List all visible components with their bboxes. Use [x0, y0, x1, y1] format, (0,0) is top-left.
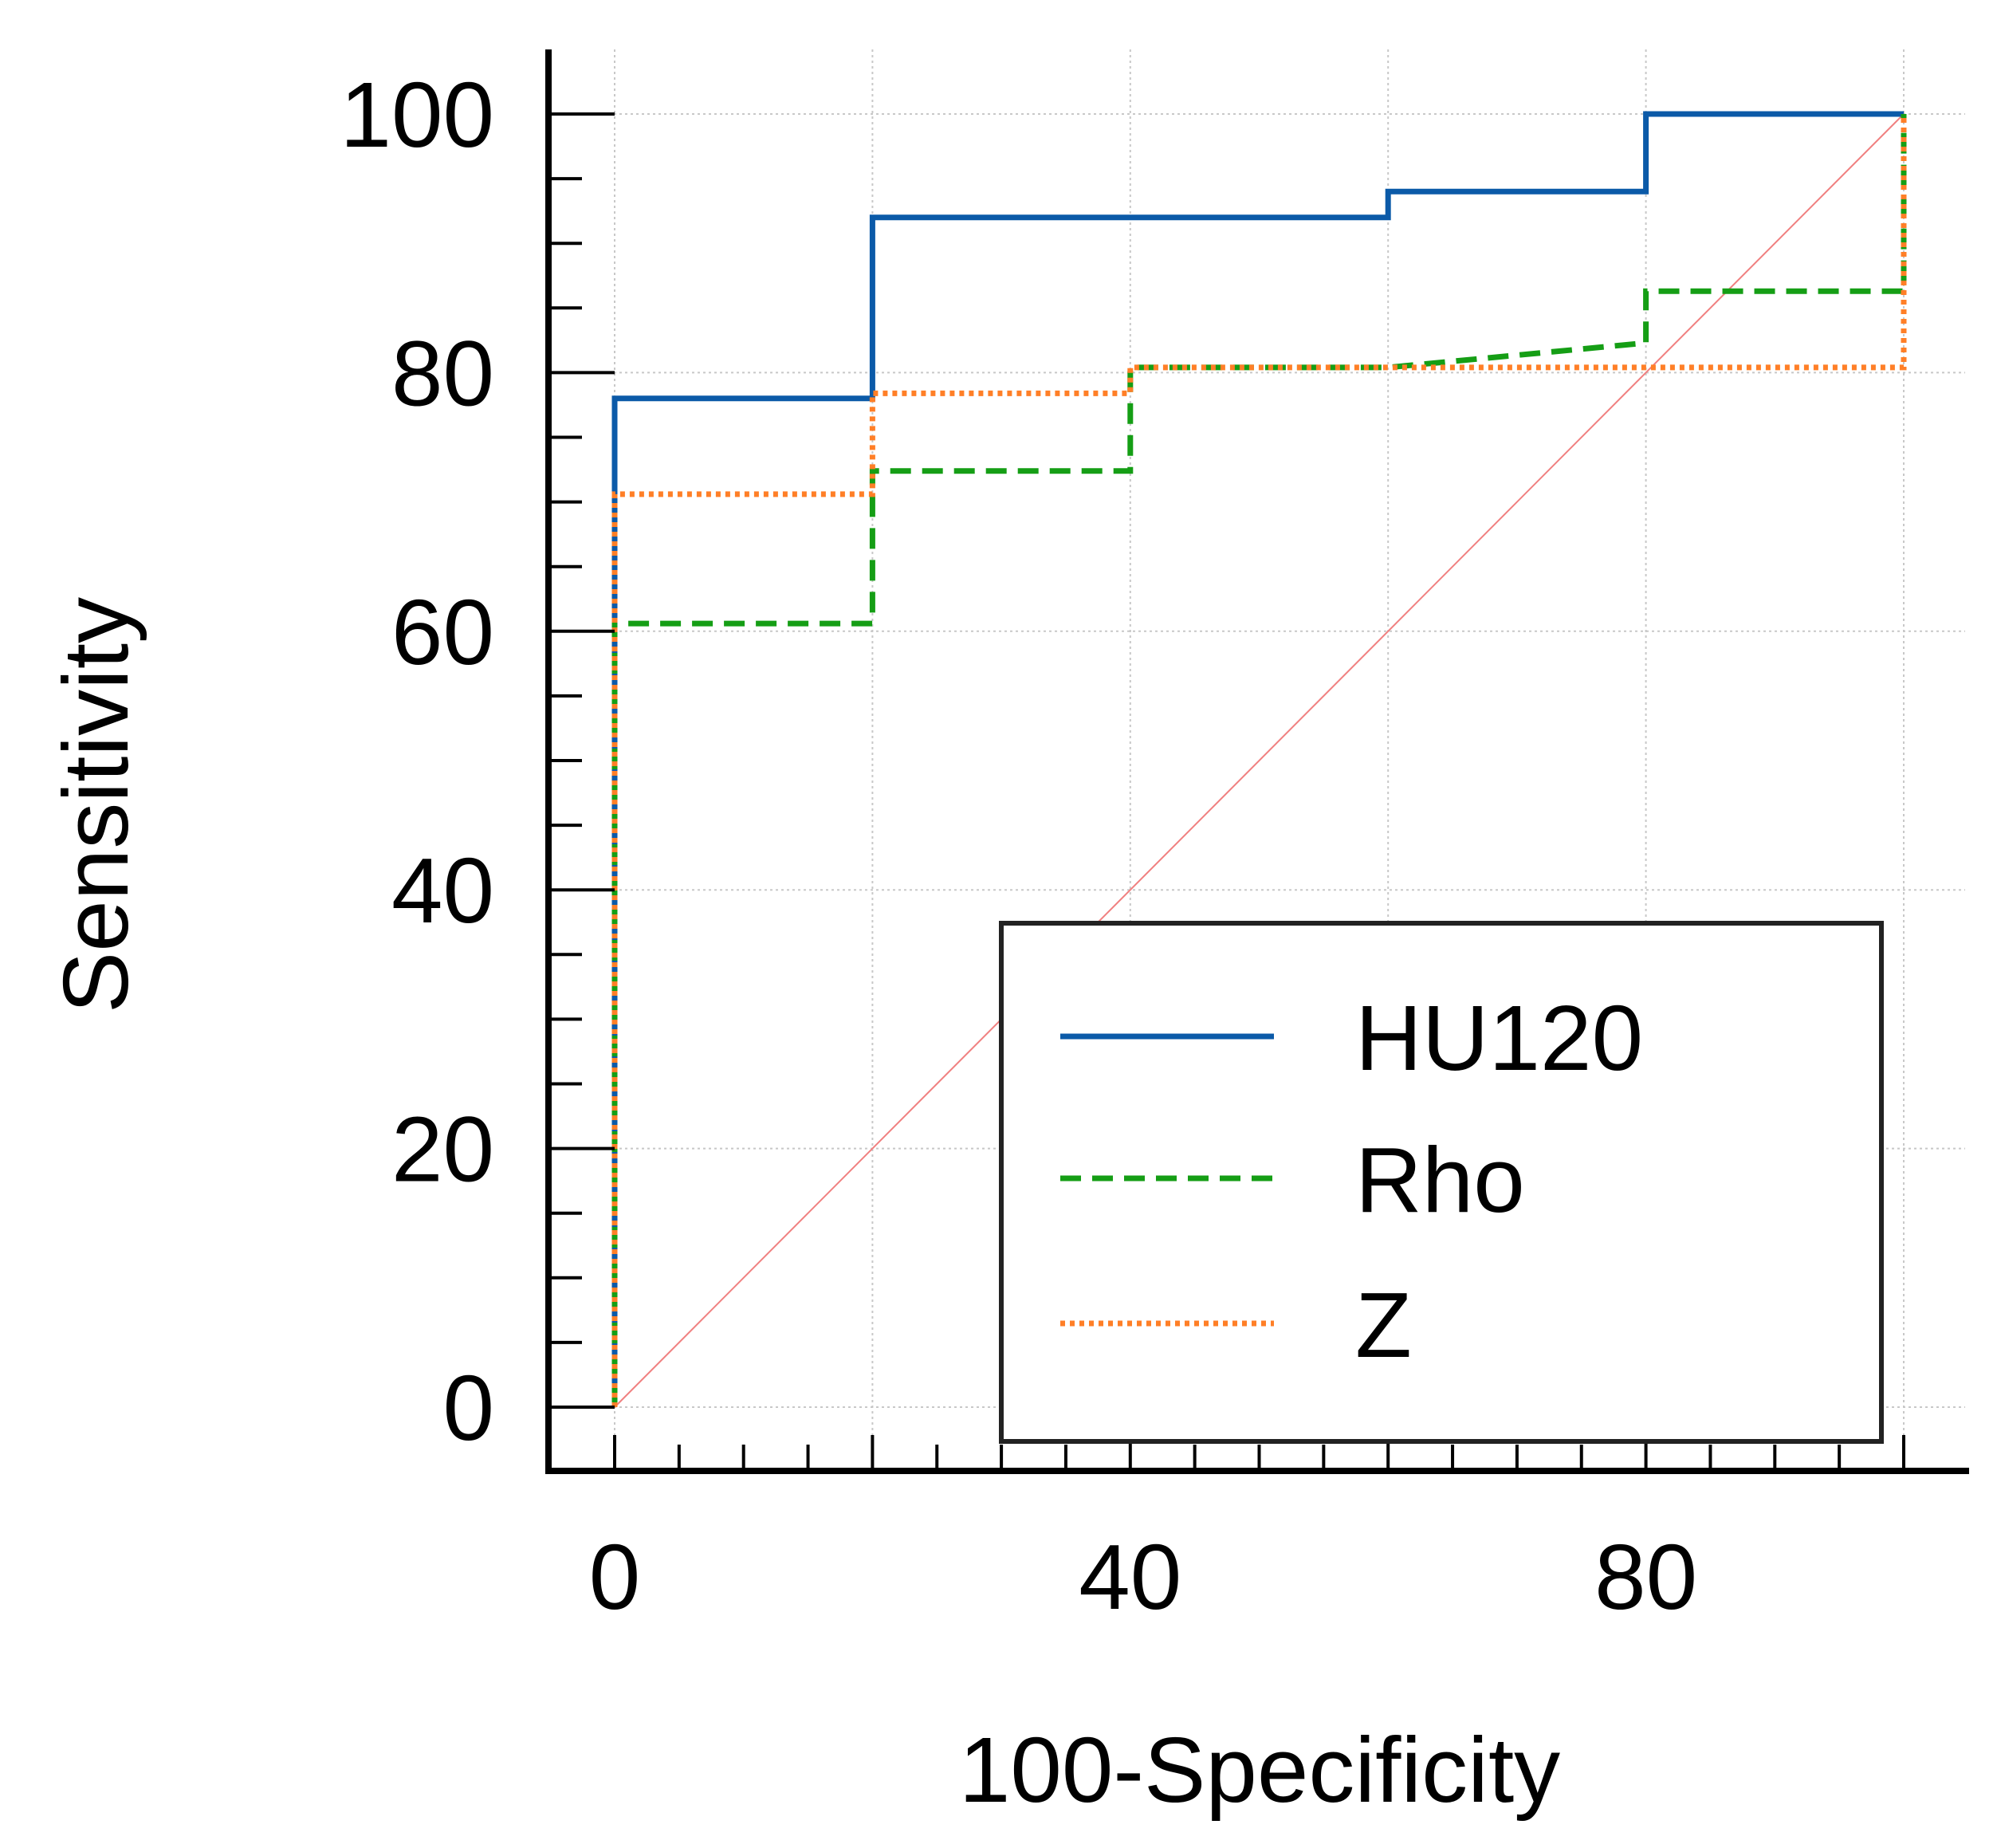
legend-label-hu120: HU120: [1355, 986, 1643, 1090]
legend-box: [999, 921, 1884, 1444]
y-tick-label: 0: [442, 1356, 494, 1460]
axes: [545, 49, 1969, 1474]
x-tick-label: 0: [589, 1525, 641, 1629]
y-tick-label: 20: [391, 1098, 494, 1201]
series-layer: [611, 111, 1907, 1407]
y-tick-label: 40: [391, 839, 494, 942]
reference-line-layer: [614, 113, 1905, 1408]
tick-labels: 0 20 40 60 80 100 0 40 80: [340, 63, 1697, 1629]
x-tick-label: 80: [1594, 1525, 1697, 1629]
y-axis-title: Sensitivity: [44, 597, 147, 1013]
x-axis-title: 100-Specificity: [959, 1718, 1560, 1822]
legend-label-rho: Rho: [1355, 1128, 1525, 1232]
series-line-z: [611, 114, 1907, 1407]
y-tick-label: 80: [391, 321, 494, 425]
y-tick-label: 100: [340, 63, 494, 167]
legend-label-z: Z: [1355, 1273, 1412, 1377]
y-tick-label: 60: [391, 580, 494, 684]
reference-diagonal-line: [614, 113, 1905, 1408]
legend: HU120 Rho Z: [999, 921, 1884, 1444]
x-tick-label: 40: [1079, 1525, 1181, 1629]
series-line-hu120: [611, 111, 1904, 1407]
series-line-rho: [611, 114, 1907, 1407]
